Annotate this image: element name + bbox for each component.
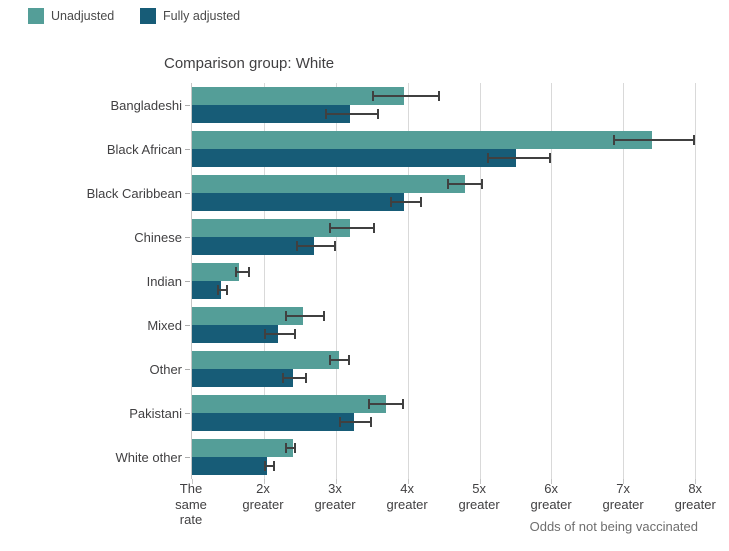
y-tick xyxy=(185,457,190,458)
category-label: Chinese xyxy=(134,229,182,245)
error-bar xyxy=(296,241,336,251)
bar-unadjusted xyxy=(192,219,351,237)
error-bar xyxy=(447,179,484,189)
bar-unadjusted xyxy=(192,439,293,457)
x-tick xyxy=(407,479,409,484)
bar-unadjusted xyxy=(192,87,405,105)
plot-area xyxy=(191,83,724,484)
x-axis-labels: The same rate 2x greater 3x greater 4x grea… xyxy=(175,481,724,533)
error-bar xyxy=(285,311,325,321)
error-bar xyxy=(389,197,423,207)
category-label: Indian xyxy=(146,273,182,289)
legend-swatch-unadjusted xyxy=(28,8,44,24)
x-tick-label: The same rate xyxy=(175,481,207,527)
x-tick-label: 6x greater xyxy=(530,481,572,512)
bar-unadjusted xyxy=(192,175,466,193)
y-tick xyxy=(185,281,190,282)
error-bar xyxy=(285,443,297,453)
y-tick xyxy=(185,413,190,414)
category-label: Other xyxy=(149,361,182,377)
bar-fully-adjusted xyxy=(192,325,279,343)
error-bar xyxy=(263,329,297,339)
legend-swatch-fully-adjusted xyxy=(140,8,156,24)
x-tick-label: 4x greater xyxy=(386,481,428,512)
x-tick xyxy=(551,479,553,484)
y-tick xyxy=(185,105,190,106)
error-bar xyxy=(325,109,379,119)
category-label: Black African xyxy=(106,141,182,157)
error-bar xyxy=(328,223,376,233)
legend-item-unadjusted: Unadjusted xyxy=(28,8,114,24)
error-bar xyxy=(368,399,405,409)
bar-fully-adjusted xyxy=(192,457,268,475)
x-tick xyxy=(623,479,625,484)
bar-unadjusted xyxy=(192,351,340,369)
category-label: Mixed xyxy=(147,317,182,333)
error-bar xyxy=(486,153,552,163)
category-label: Black Caribbean xyxy=(86,185,182,201)
legend-label-fully-adjusted: Fully adjusted xyxy=(163,9,241,23)
x-tick-label: 7x greater xyxy=(602,481,644,512)
y-tick xyxy=(185,237,190,238)
y-tick xyxy=(185,325,190,326)
gridline xyxy=(335,83,337,479)
error-bar xyxy=(328,355,351,365)
x-tick xyxy=(335,479,337,484)
chart-title: Comparison group: White xyxy=(164,55,335,72)
x-tick-label: 5x greater xyxy=(458,481,500,512)
error-bar xyxy=(371,91,441,101)
gridline xyxy=(551,83,553,479)
bar-fully-adjusted xyxy=(192,149,516,167)
x-tick-label: 2x greater xyxy=(242,481,284,512)
bar-fully-adjusted xyxy=(192,281,221,299)
x-tick xyxy=(695,479,697,484)
error-bar xyxy=(339,417,373,427)
category-label: Bangladeshi xyxy=(110,97,182,113)
bar-unadjusted xyxy=(192,263,239,281)
x-axis-title: Odds of not being vaccinated xyxy=(529,519,698,534)
error-bar xyxy=(612,135,696,145)
bar-unadjusted xyxy=(192,307,304,325)
gridline xyxy=(407,83,409,479)
bar-unadjusted xyxy=(192,131,653,149)
x-tick-label: 8x greater xyxy=(674,481,716,512)
error-bar xyxy=(217,285,228,295)
category-label: Pakistani xyxy=(129,405,182,421)
x-tick-label: 3x greater xyxy=(314,481,356,512)
gridline xyxy=(479,83,481,479)
gridline xyxy=(263,83,265,479)
bar-fully-adjusted xyxy=(192,193,405,211)
gridline xyxy=(695,83,697,479)
gridline xyxy=(623,83,625,479)
x-tick xyxy=(192,479,193,484)
x-tick xyxy=(479,479,481,484)
bar-fully-adjusted xyxy=(192,237,315,255)
bar-fully-adjusted xyxy=(192,369,293,387)
bar-unadjusted xyxy=(192,395,387,413)
error-bar xyxy=(281,373,308,383)
error-bar xyxy=(235,267,250,277)
error-bar xyxy=(263,461,275,471)
y-tick xyxy=(185,149,190,150)
bar-fully-adjusted xyxy=(192,105,351,123)
y-axis-labels: Bangladeshi Black African Black Caribbean C… xyxy=(0,83,182,479)
category-label: White other xyxy=(115,449,182,465)
legend-label-unadjusted: Unadjusted xyxy=(51,9,115,23)
x-tick xyxy=(263,479,265,484)
y-tick xyxy=(185,369,190,370)
bar-fully-adjusted xyxy=(192,413,354,431)
legend-item-fully-adjusted: Fully adjusted xyxy=(140,8,240,24)
y-tick xyxy=(185,193,190,194)
